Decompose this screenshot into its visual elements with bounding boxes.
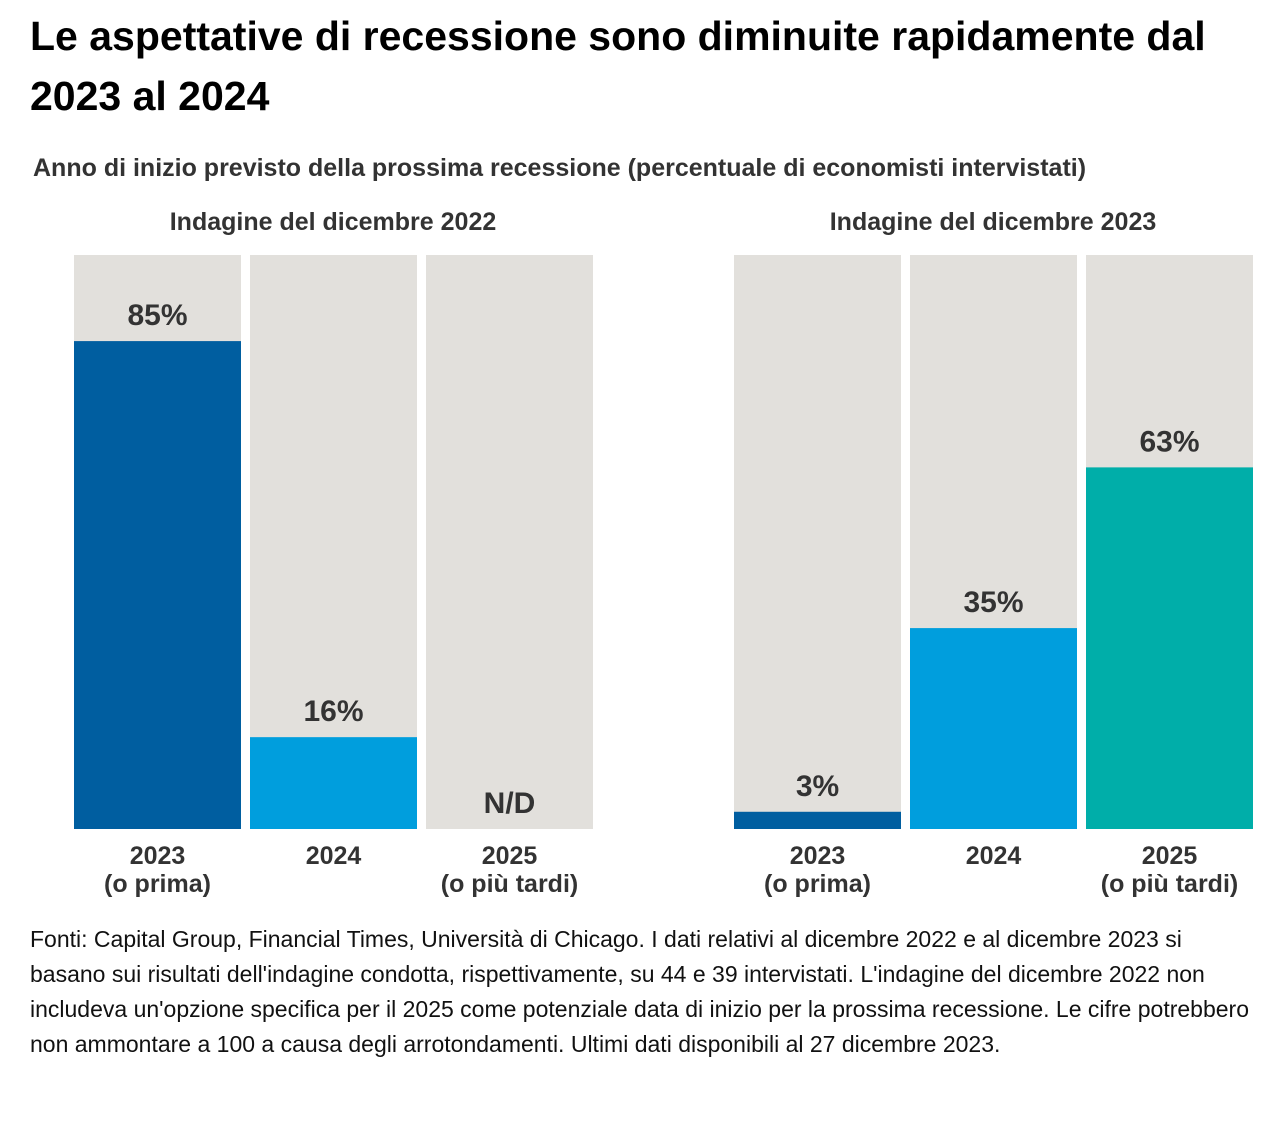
panel-2-data-label-2: 35% <box>963 586 1023 619</box>
panel-1-bar-background-3 <box>426 255 593 829</box>
panel-2-bar-1 <box>734 811 901 829</box>
panel-2-data-label-1: 3% <box>796 770 839 803</box>
panel-1-tick-label-1: 2023 <box>130 842 186 870</box>
panel-2-data-label-3: 63% <box>1139 425 1199 458</box>
panel-1-tick-sublabel-1: (o prima) <box>104 870 211 898</box>
panel-title-2023: Indagine del dicembre 2023 <box>829 208 1157 236</box>
panel-2-tick-label-3: 2025 <box>1142 842 1198 870</box>
panel-1-data-label-1: 85% <box>127 299 187 332</box>
panel-2-tick-label-2: 2024 <box>966 842 1022 870</box>
panel-2-bar-3 <box>1086 467 1253 829</box>
panel-1-data-label-3: N/D <box>484 787 536 820</box>
panel-1-tick-label-3: 2025 <box>482 842 538 870</box>
panel-2-bar-2 <box>910 628 1077 829</box>
chart-title: Le aspettative di recessione sono diminu… <box>30 13 1206 119</box>
source-note: Fonti: Capital Group, Financial Times, U… <box>30 926 1249 1057</box>
panel-1-tick-label-2: 2024 <box>306 842 362 870</box>
panel-title-2022: Indagine del dicembre 2022 <box>169 208 497 236</box>
panel-2-tick-sublabel-3: (o più tardi) <box>1101 870 1238 898</box>
panel-1-bar-background-2 <box>250 255 417 829</box>
panel-1-data-label-2: 16% <box>303 695 363 728</box>
chart-subtitle: Anno di inizio previsto della prossima r… <box>33 154 1087 182</box>
panel-2-tick-label-1: 2023 <box>790 842 846 870</box>
panel-2-bar-background-1 <box>734 255 901 829</box>
panel-1-bar-2 <box>250 737 417 829</box>
panel-1-bar-1 <box>74 341 241 829</box>
panel-2-tick-sublabel-1: (o prima) <box>764 870 871 898</box>
panel-1-tick-sublabel-3: (o più tardi) <box>441 870 578 898</box>
